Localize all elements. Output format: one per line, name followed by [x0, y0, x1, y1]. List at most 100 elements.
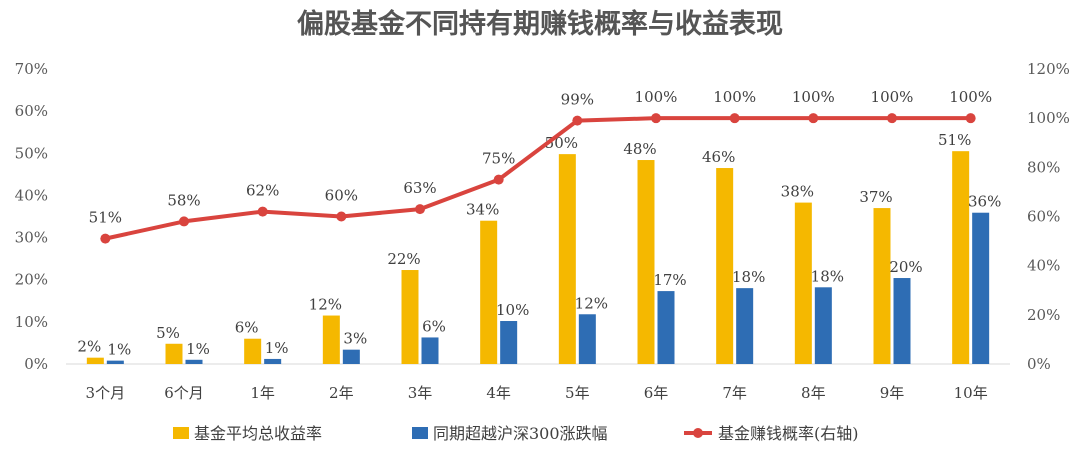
line-point	[965, 113, 976, 124]
bar-excess-return	[736, 288, 754, 364]
category-label: 2年	[329, 384, 354, 402]
line-data-label: 100%	[949, 88, 992, 106]
category-label: 5年	[565, 384, 590, 402]
line-data-label: 60%	[325, 187, 358, 205]
line-data-label: 100%	[871, 88, 914, 106]
line-point	[100, 233, 111, 244]
bar-series: 2% 1%5%1%6%1%12%3%22%6%34%10%50%12%48%17%…	[77, 131, 1001, 364]
bar-data-label: 5%	[156, 324, 180, 342]
category-label: 4年	[486, 384, 511, 402]
bar-data-label: 2%	[77, 338, 101, 356]
line-data-label: 62%	[246, 182, 279, 200]
bar-excess-return	[657, 291, 675, 364]
line-point	[179, 216, 189, 227]
bar-data-label: 20%	[889, 258, 922, 276]
bar-data-label: 17%	[653, 271, 686, 289]
bar-excess-return	[106, 360, 124, 364]
left-tick-label: 50%	[15, 144, 48, 162]
bar-fund-return	[480, 220, 498, 364]
line-point	[887, 113, 897, 124]
bar-excess-return	[893, 278, 911, 364]
bar-data-label: 46%	[702, 148, 735, 166]
bar-data-label: 1%	[107, 341, 131, 359]
line-data-label: 63%	[403, 179, 436, 197]
right-tick-label: 60%	[1027, 208, 1060, 226]
legend-swatch	[173, 427, 189, 439]
line-point	[729, 113, 740, 124]
legend: 基金平均总收益率 同期超越沪深300涨跌幅 基金赚钱概率(右轴)	[173, 424, 859, 443]
right-tick-label: 0%	[1027, 355, 1051, 373]
legend-swatch	[412, 427, 428, 439]
left-tick-label: 70%	[15, 60, 48, 78]
bar-excess-return	[421, 337, 439, 364]
line-point	[493, 174, 504, 185]
bar-data-label: 36%	[968, 193, 1001, 211]
bar-fund-return	[558, 154, 576, 364]
right-tick-label: 20%	[1027, 306, 1060, 324]
bar-excess-return	[185, 359, 203, 364]
bar-fund-return	[165, 343, 183, 364]
line-point	[415, 204, 425, 215]
line-point	[651, 113, 661, 124]
bar-fund-return	[716, 168, 734, 364]
bar-data-label: 22%	[387, 250, 420, 268]
category-label: 6个月	[164, 384, 204, 402]
bar-fund-return	[637, 160, 655, 364]
bar-data-label: 10%	[496, 301, 529, 319]
bar-excess-return	[814, 287, 832, 364]
left-tick-label: 30%	[15, 229, 48, 247]
line-point	[336, 211, 347, 222]
category-label: 9年	[880, 384, 905, 402]
bar-fund-return	[244, 338, 262, 364]
legend-marker	[693, 428, 703, 438]
category-label: 7年	[722, 384, 747, 402]
line-data-label: 100%	[792, 88, 835, 106]
category-label: 1年	[250, 384, 275, 402]
left-axis: 0% 10% 20% 30% 40% 50% 60% 70%	[15, 60, 48, 373]
legend-label: 基金赚钱概率(右轴)	[718, 424, 859, 443]
right-tick-label: 80%	[1027, 158, 1060, 176]
bar-data-label: 18%	[811, 267, 844, 285]
left-tick-label: 0%	[24, 355, 48, 373]
bar-data-label: 1%	[265, 339, 289, 357]
bar-excess-return	[972, 212, 990, 364]
bar-excess-return	[342, 349, 360, 364]
bar-data-label: 48%	[623, 140, 656, 158]
bar-data-label: 1%	[186, 340, 210, 358]
line-point	[808, 113, 819, 124]
left-tick-label: 10%	[15, 313, 48, 331]
category-label: 10年	[954, 384, 988, 402]
bar-fund-return	[401, 270, 419, 364]
category-label: 8年	[801, 384, 826, 402]
line-data-label: 99%	[561, 91, 594, 109]
legend-label: 同期超越沪深300涨跌幅	[433, 424, 608, 443]
x-axis-categories: 3个月 6个月 1年 2年 3年 4年 5年 6年 7年 8年 9年 10年	[86, 384, 988, 402]
bar-fund-return	[794, 202, 812, 364]
bar-data-label: 3%	[343, 330, 367, 348]
line-data-label: 58%	[167, 191, 200, 209]
bar-excess-return	[500, 321, 518, 364]
line-point	[257, 206, 268, 217]
left-tick-label: 60%	[15, 102, 48, 120]
bar-fund-return	[873, 208, 891, 364]
profit-probability-line	[104, 116, 971, 241]
bar-excess-return	[264, 358, 282, 364]
bar-data-label: 34%	[466, 201, 499, 219]
bar-data-label: 6%	[422, 317, 446, 335]
line-data-label: 51%	[89, 209, 122, 227]
left-tick-label: 40%	[15, 186, 48, 204]
right-axis: 0% 20% 40% 60% 80% 100% 120%	[1027, 60, 1070, 373]
left-tick-label: 20%	[15, 271, 48, 289]
line-data-label: 100%	[635, 88, 678, 106]
legend-label: 基金平均总收益率	[194, 424, 322, 443]
right-tick-label: 120%	[1027, 60, 1070, 78]
bar-data-label: 37%	[859, 188, 892, 206]
right-tick-label: 40%	[1027, 257, 1060, 275]
bar-fund-return	[322, 315, 340, 364]
bar-data-label: 6%	[235, 319, 259, 337]
line-point	[572, 115, 583, 126]
bar-data-label: 18%	[732, 268, 765, 286]
bar-fund-return	[952, 151, 970, 364]
line-series: 51% 58% 62% 60% 63% 75% 99% 100% 100% 100% 100% 100…	[89, 88, 992, 244]
